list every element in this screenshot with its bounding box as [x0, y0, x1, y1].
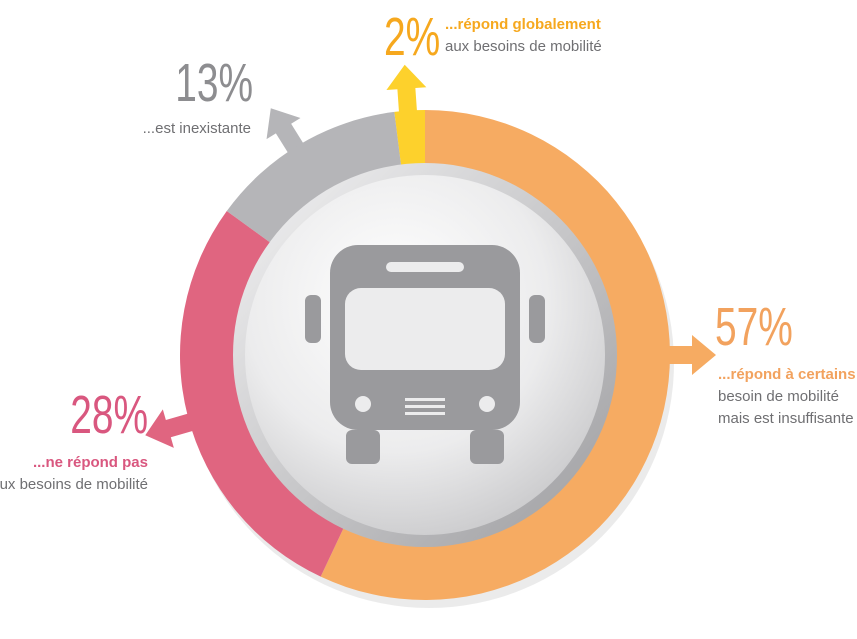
donut-segment [226, 111, 404, 256]
label-text: aux besoins de mobilité [0, 476, 148, 493]
label-text: ...est inexistante [142, 120, 251, 137]
arrow-shape [386, 64, 427, 122]
label-bold: ...ne répond pas [32, 454, 148, 471]
bus-details [345, 262, 505, 415]
label-bold: ...répond globalement [445, 16, 601, 33]
label-bold: ...répond à certains [718, 366, 856, 383]
segment-label: ...est inexistante [51, 118, 251, 140]
arrow [386, 64, 427, 122]
value-label: 57% [715, 297, 793, 357]
label-text: besoin de mobilité mais est insuffisante [718, 388, 854, 427]
value-label: 2% [384, 7, 441, 67]
segment-label: ...ne répond pas aux besoins de mobilité [0, 452, 148, 496]
arrow-shape [145, 409, 202, 448]
label-text: aux besoins de mobilité [445, 38, 602, 55]
segment-label: ...répond globalement aux besoins de mobi… [445, 14, 705, 58]
arrow [145, 409, 202, 448]
donut-segment [320, 110, 671, 600]
arrow-shape [660, 335, 716, 375]
value-label: 28% [70, 385, 148, 445]
segment-label: ...répond à certains besoin de mobilité … [718, 364, 857, 430]
arrow [660, 335, 716, 375]
value-label: 13% [175, 53, 253, 113]
